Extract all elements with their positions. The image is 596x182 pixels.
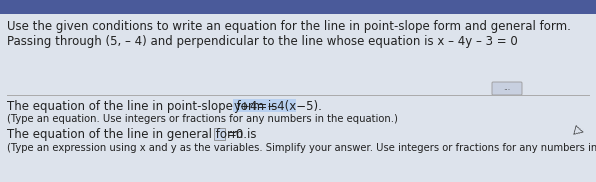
FancyBboxPatch shape xyxy=(492,82,522,95)
Text: The equation of the line in general form is: The equation of the line in general form… xyxy=(7,128,260,141)
Text: ...: ... xyxy=(504,84,511,92)
FancyBboxPatch shape xyxy=(214,128,225,139)
Text: (Type an expression using x and y as the variables. Simplify your answer. Use in: (Type an expression using x and y as the… xyxy=(7,143,596,153)
Bar xyxy=(232,99,296,112)
Text: Use the given conditions to write an equation for the line in point-slope form a: Use the given conditions to write an equ… xyxy=(7,20,571,33)
Text: ▷: ▷ xyxy=(573,122,585,138)
Text: y+4=−4(x−5).: y+4=−4(x−5). xyxy=(234,100,322,113)
Text: The equation of the line in point-slope form is: The equation of the line in point-slope … xyxy=(7,100,281,113)
Bar xyxy=(0,0,596,14)
Text: =0.: =0. xyxy=(226,128,248,141)
Text: Passing through (5, – 4) and perpendicular to the line whose equation is x – 4y : Passing through (5, – 4) and perpendicul… xyxy=(7,35,518,48)
Text: (Type an equation. Use integers or fractions for any numbers in the equation.): (Type an equation. Use integers or fract… xyxy=(7,114,398,124)
